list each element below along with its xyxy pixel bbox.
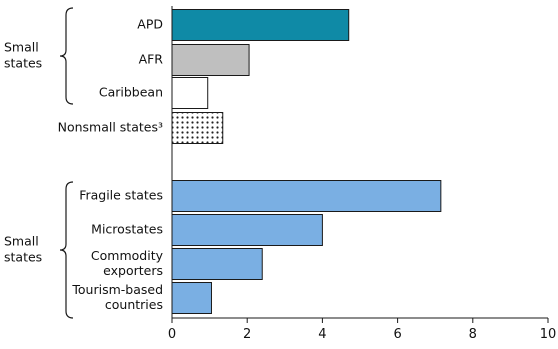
bar-microstates <box>171 214 323 246</box>
category-label: Commodity exporters <box>91 248 164 278</box>
x-tick-label: 0 <box>168 327 176 342</box>
category-label: Microstates <box>91 222 163 237</box>
bar-apd <box>171 9 350 41</box>
category-label: Nonsmall states³ <box>58 120 163 135</box>
bar-fragile-states <box>171 180 442 212</box>
x-tick-label: 2 <box>243 327 251 342</box>
group-bracket <box>59 181 74 319</box>
bar-caribbean <box>171 77 209 109</box>
x-tick-label: 10 <box>540 327 557 342</box>
group-label: Small states <box>4 234 42 265</box>
x-tick-label: 8 <box>469 327 477 342</box>
x-tick-label: 6 <box>393 327 401 342</box>
category-label: AFR <box>139 52 164 67</box>
bar-nonsmall-states <box>171 112 224 144</box>
bar-commodity-exporters <box>171 248 263 280</box>
group-bracket <box>59 7 74 105</box>
category-label: Tourism-based countries <box>71 282 163 312</box>
category-label: Caribbean <box>99 85 163 100</box>
group-label: Small states <box>4 40 42 71</box>
category-label: APD <box>137 17 163 32</box>
bar-tourism-based-countries <box>171 282 212 314</box>
x-tick-label: 4 <box>318 327 326 342</box>
bar-afr <box>171 44 250 76</box>
category-label: Fragile states <box>79 188 163 203</box>
